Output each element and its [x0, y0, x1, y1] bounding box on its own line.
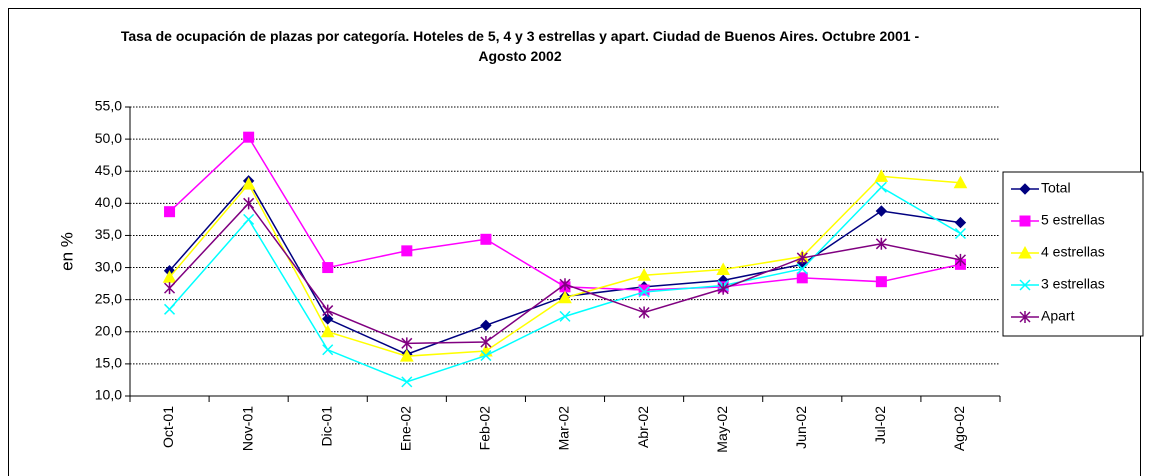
series	[162, 169, 968, 362]
series-line	[168, 202, 961, 345]
marker	[480, 350, 492, 362]
legend-label: Total	[1041, 180, 1071, 196]
y-tick-label: 45,0	[95, 162, 122, 178]
marker	[164, 282, 176, 295]
marker	[480, 233, 492, 245]
marker	[953, 175, 968, 189]
marker	[322, 344, 334, 356]
marker	[559, 310, 571, 322]
x-tick-label: Feb-02	[477, 406, 493, 451]
marker	[1019, 183, 1031, 195]
y-tick-label: 20,0	[95, 322, 122, 338]
marker	[717, 282, 729, 295]
legend-label: 5 estrellas	[1041, 212, 1105, 228]
legend-label: Apart	[1041, 308, 1075, 324]
marker	[399, 349, 414, 362]
marker	[796, 251, 808, 264]
y-tick-label: 50,0	[95, 130, 122, 146]
marker	[322, 304, 334, 317]
marker	[796, 263, 808, 275]
marker	[558, 290, 572, 304]
marker	[241, 177, 256, 190]
chart-border	[8, 8, 1141, 476]
x-tick-label: Nov-01	[239, 406, 255, 451]
x-tick-label: Mar-02	[556, 406, 572, 451]
marker	[638, 286, 650, 298]
y-tick-label: 10,0	[95, 387, 122, 403]
marker	[480, 336, 492, 349]
marker	[637, 268, 651, 281]
marker	[874, 169, 889, 182]
marker	[401, 376, 413, 388]
x-tick-label: Abr-02	[635, 406, 651, 448]
x-tick-label: Ene-02	[398, 406, 414, 451]
marker	[401, 245, 413, 257]
y-axis-label: en %	[57, 232, 76, 271]
x-tick-label: Dic-01	[318, 406, 334, 447]
marker	[875, 237, 887, 250]
marker	[875, 205, 888, 217]
marker	[322, 262, 334, 274]
marker	[164, 206, 176, 218]
y-tick-label: 35,0	[95, 226, 122, 242]
chart-title: Tasa de ocupación de plazas por categorí…	[120, 28, 920, 64]
marker	[638, 284, 650, 296]
marker	[1018, 245, 1032, 259]
marker	[875, 276, 887, 288]
marker	[322, 313, 334, 325]
legend-label: 3 estrellas	[1041, 276, 1105, 292]
marker	[320, 324, 335, 338]
marker	[875, 181, 887, 193]
marker	[796, 272, 808, 284]
marker	[716, 262, 731, 275]
marker	[480, 319, 492, 332]
x-tick-label: Jul-02	[872, 406, 888, 444]
marker	[164, 303, 176, 315]
marker	[401, 337, 413, 350]
series	[164, 181, 966, 388]
marker	[1019, 311, 1031, 323]
x-tick-label: May-02	[714, 406, 730, 453]
marker	[243, 131, 255, 143]
x-tick-label: Jun-02	[793, 406, 809, 449]
marker	[954, 227, 966, 240]
y-tick-label: 40,0	[95, 194, 122, 210]
marker	[243, 213, 255, 225]
marker	[954, 253, 966, 266]
marker	[1019, 279, 1031, 291]
marker	[954, 216, 967, 229]
y-tick-label: 55,0	[95, 98, 122, 114]
x-tick-label: Ago-02	[951, 406, 967, 451]
legend-label: 4 estrellas	[1041, 244, 1105, 260]
y-tick-label: 25,0	[95, 290, 122, 306]
x-tick-label: Oct-01	[160, 406, 176, 448]
y-tick-label: 30,0	[95, 258, 122, 274]
marker	[638, 306, 650, 319]
marker	[1019, 215, 1031, 227]
series	[164, 197, 966, 350]
y-tick-label: 15,0	[95, 355, 122, 371]
marker	[243, 197, 255, 210]
marker	[559, 278, 571, 291]
